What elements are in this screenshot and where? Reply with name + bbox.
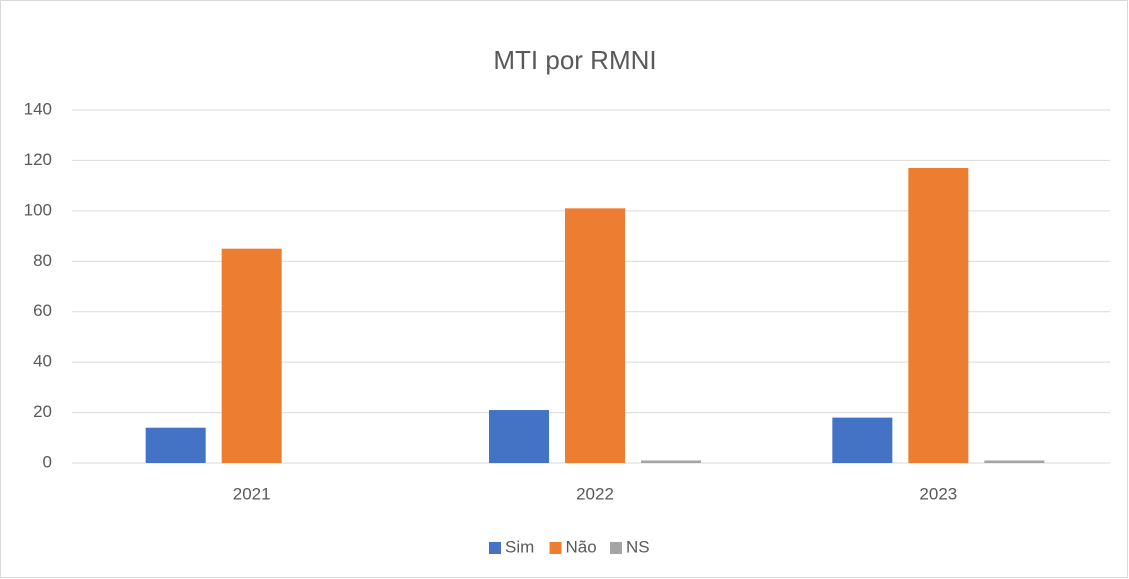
y-tick-label: 140 [24, 99, 52, 118]
legend-swatch [549, 542, 562, 554]
legend-label: NS [626, 537, 650, 556]
chart-title: MTI por RMNI [493, 45, 656, 75]
y-tick-label: 20 [33, 402, 52, 421]
y-tick-label: 60 [33, 301, 52, 320]
y-tick-label: 0 [43, 452, 52, 471]
y-tick-label: 100 [24, 200, 52, 219]
legend-swatch [489, 542, 501, 554]
x-tick-label: 2021 [233, 484, 271, 503]
x-tick-label: 2023 [919, 484, 957, 503]
y-tick-label: 80 [33, 251, 52, 270]
y-tick-label: 40 [33, 352, 52, 371]
legend-swatch [610, 542, 622, 554]
bar [565, 208, 625, 463]
y-tick-label: 120 [24, 150, 52, 169]
bar [221, 248, 282, 463]
bar [984, 460, 1045, 463]
bar [832, 417, 893, 463]
bar [641, 460, 701, 463]
bar [489, 410, 549, 463]
bar [908, 167, 969, 463]
x-tick-label: 2022 [576, 484, 614, 503]
legend-label: Não [566, 537, 597, 556]
bar [145, 427, 206, 463]
legend-label: Sim [505, 537, 534, 556]
